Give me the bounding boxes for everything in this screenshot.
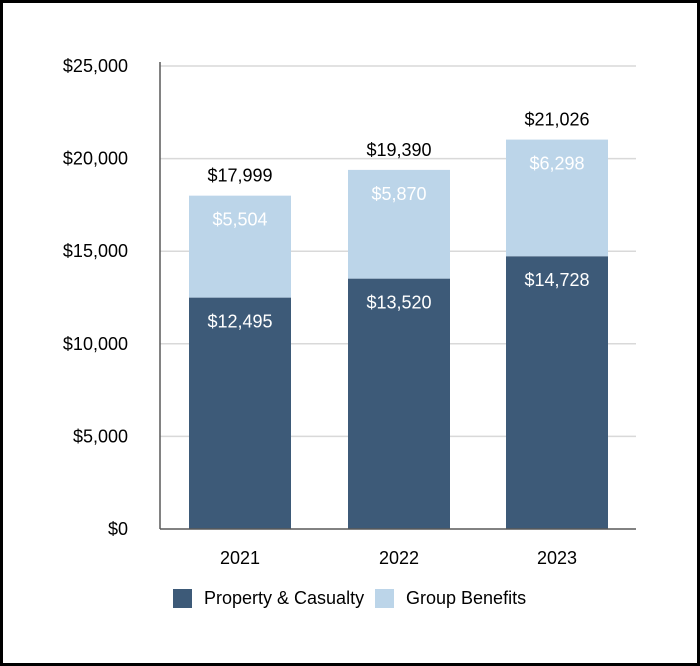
- bars: $12,495 $5,504 $17,999 $13,520 $5,870 $19,390…: [189, 110, 608, 529]
- y-tick-label: $15,000: [63, 241, 128, 261]
- bar-property-casualty-2021: [189, 297, 291, 529]
- data-label: $5,870: [371, 184, 426, 204]
- y-tick-label: $5,000: [73, 426, 128, 446]
- data-label: $14,728: [524, 270, 589, 290]
- bar-property-casualty-2022: [348, 278, 450, 529]
- total-label: $19,390: [366, 140, 431, 160]
- total-label: $21,026: [524, 110, 589, 130]
- x-tick-label: 2021: [220, 548, 260, 568]
- y-tick-label: $0: [108, 519, 128, 539]
- bar-group-benefits-2022: [348, 169, 450, 279]
- y-tick-label: $20,000: [63, 149, 128, 169]
- bar-group-benefits-2021: [189, 195, 291, 298]
- legend-label: Group Benefits: [406, 588, 526, 608]
- x-tick-label: 2022: [379, 548, 419, 568]
- legend-label: Property & Casualty: [204, 588, 364, 608]
- data-label: $13,520: [366, 293, 431, 313]
- y-tick-label: $10,000: [63, 334, 128, 354]
- legend-swatch-property-casualty: [173, 589, 192, 608]
- data-label: $6,298: [529, 154, 584, 174]
- axes: [159, 62, 636, 530]
- bar-property-casualty-2023: [506, 256, 608, 529]
- bar-group-benefits-2023: [506, 139, 608, 257]
- data-label: $12,495: [207, 312, 272, 332]
- legend: Property & Casualty Group Benefits: [173, 588, 526, 608]
- legend-swatch-group-benefits: [375, 589, 394, 608]
- total-label: $17,999: [207, 166, 272, 186]
- x-tick-label: 2023: [537, 548, 577, 568]
- y-axis-tick-labels: $0 $5,000 $10,000 $15,000 $20,000 $25,000: [63, 56, 128, 539]
- y-tick-label: $25,000: [63, 56, 128, 76]
- data-label: $5,504: [212, 210, 267, 230]
- x-axis-tick-labels: 2021 2022 2023: [220, 548, 577, 568]
